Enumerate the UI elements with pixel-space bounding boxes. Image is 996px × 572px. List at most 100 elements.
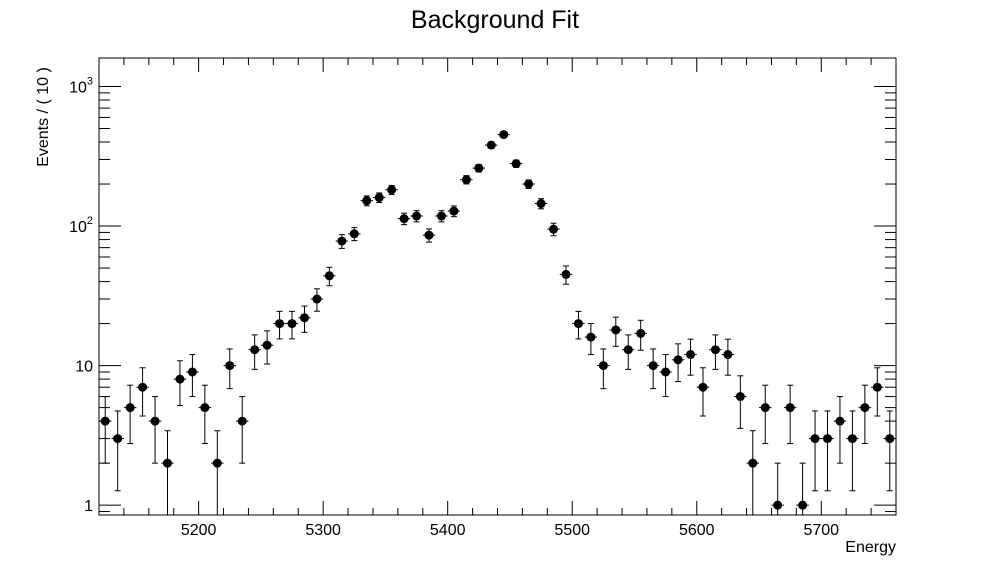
data-marker: [586, 332, 596, 342]
data-point: [783, 384, 797, 445]
x-tick-label: 5400: [430, 522, 466, 539]
data-point: [123, 384, 137, 445]
data-marker: [275, 319, 285, 329]
data-marker: [524, 179, 534, 189]
data-point: [223, 348, 236, 390]
data-marker: [623, 345, 633, 355]
data-marker: [810, 434, 820, 444]
data-point: [584, 323, 598, 356]
data-points: [99, 130, 896, 515]
data-marker: [561, 269, 571, 279]
data-point: [534, 198, 548, 210]
data-point: [186, 354, 199, 398]
data-marker: [237, 416, 247, 426]
data-marker: [673, 355, 683, 365]
data-point: [522, 179, 535, 189]
data-marker: [648, 361, 658, 371]
data-point: [709, 334, 722, 370]
data-marker: [611, 325, 621, 335]
data-marker: [573, 319, 583, 329]
data-point: [572, 310, 585, 340]
data-point: [808, 410, 822, 492]
data-marker: [486, 140, 496, 150]
data-marker: [536, 199, 546, 209]
data-marker: [324, 271, 334, 281]
data-point: [397, 212, 411, 226]
data-marker: [872, 382, 882, 392]
data-marker: [785, 403, 795, 413]
data-point: [111, 410, 124, 492]
data-marker: [337, 236, 347, 246]
data-marker: [686, 350, 696, 360]
data-marker: [823, 434, 833, 444]
data-point: [273, 310, 286, 340]
data-marker: [399, 214, 409, 224]
data-point: [99, 396, 112, 464]
x-tick-label: 5500: [554, 522, 590, 539]
data-marker: [449, 206, 459, 216]
data-marker: [723, 350, 733, 360]
data-point: [360, 195, 373, 207]
data-point: [323, 266, 336, 287]
data-marker: [150, 416, 160, 426]
data-marker: [698, 382, 708, 392]
data-point: [161, 430, 174, 515]
data-point: [285, 310, 299, 340]
data-point: [609, 316, 623, 347]
data-point: [734, 375, 747, 429]
data-marker: [885, 434, 895, 444]
y-tick-label: 103: [69, 75, 93, 96]
data-marker: [374, 193, 384, 203]
data-marker: [847, 434, 857, 444]
data-marker: [125, 403, 135, 413]
x-tick-label: 5700: [803, 522, 839, 539]
data-point: [883, 410, 896, 492]
data-point: [348, 227, 361, 242]
data-point: [746, 430, 760, 515]
data-marker: [549, 224, 559, 234]
data-marker: [835, 416, 845, 426]
data-point: [646, 348, 660, 390]
data-marker: [424, 230, 434, 240]
data-marker: [138, 382, 148, 392]
data-marker: [461, 175, 471, 185]
data-point: [335, 234, 349, 249]
y-tick-label: 1: [84, 498, 93, 515]
data-point: [248, 334, 261, 370]
data-point: [410, 210, 423, 223]
data-marker: [100, 416, 110, 426]
data-point: [211, 430, 224, 515]
data-marker: [387, 185, 397, 195]
x-axis-label: Energy: [845, 539, 896, 556]
data-marker: [798, 500, 808, 510]
data-point: [385, 184, 398, 195]
data-point: [547, 222, 560, 237]
data-point: [310, 288, 324, 312]
chart-title: Background Fit: [411, 6, 579, 34]
data-point: [696, 367, 710, 417]
data-point: [684, 338, 697, 376]
x-tick-label: 5200: [181, 522, 217, 539]
x-tick-label: 5300: [305, 522, 341, 539]
data-marker: [200, 403, 210, 413]
data-marker: [250, 345, 260, 355]
data-marker: [511, 159, 521, 169]
data-point: [846, 410, 859, 492]
y-axis-ticks: 1 10 102 103: [69, 75, 896, 515]
data-marker: [636, 328, 646, 338]
data-point: [447, 205, 461, 218]
x-tick-label: 5600: [679, 522, 715, 539]
data-point: [148, 396, 162, 464]
data-marker: [299, 313, 309, 323]
x-axis-ticks: 5200 5300 5400 5500 5600 5700: [98, 58, 897, 539]
data-point: [622, 334, 635, 370]
data-point: [298, 305, 311, 333]
data-point: [858, 384, 872, 445]
data-marker: [187, 367, 197, 377]
data-marker: [287, 319, 297, 329]
data-point: [460, 175, 473, 185]
data-point: [372, 192, 386, 204]
y-tick-label: 10: [75, 359, 93, 376]
data-marker: [225, 361, 235, 371]
